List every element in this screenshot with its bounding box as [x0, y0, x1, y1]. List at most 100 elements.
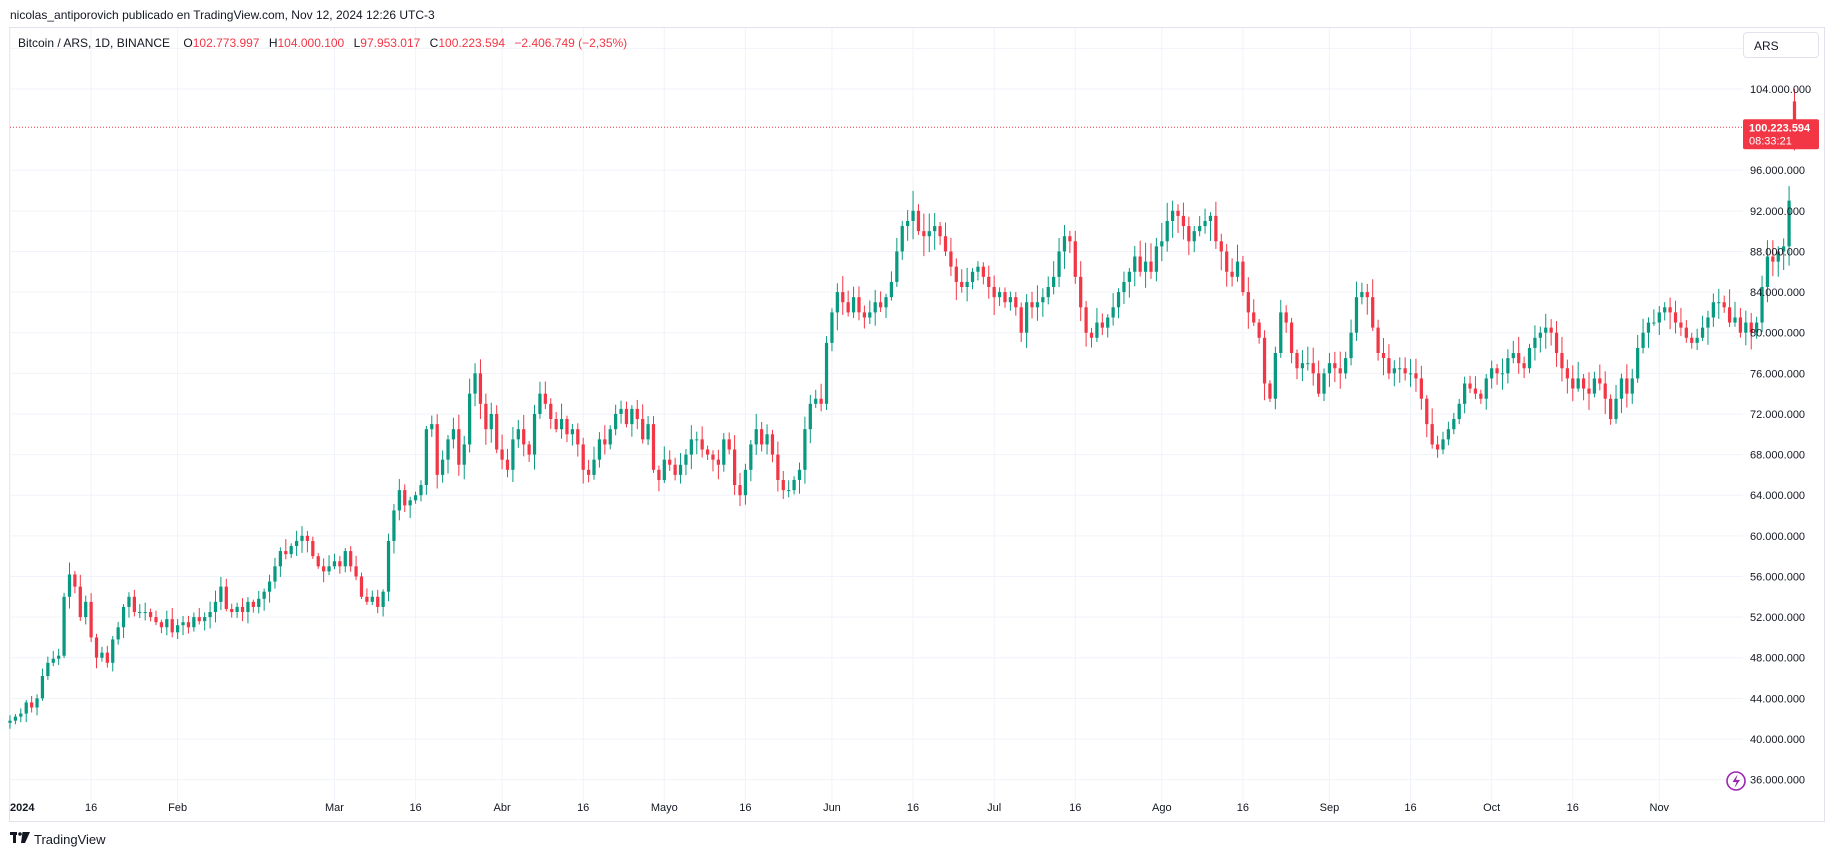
candle-body	[808, 403, 812, 430]
candle-body	[1484, 378, 1488, 399]
candlestick-chart[interactable]: 36.000.000 40.000.000 44.000.000 48.000.000…	[0, 0, 1835, 830]
candle-body	[835, 292, 839, 313]
candle-body	[884, 297, 888, 308]
last-price-badge: 100.223.594 08:33:21	[1743, 119, 1819, 150]
price-tick-label: 68.000.000	[1750, 450, 1805, 462]
candle-body	[1733, 317, 1737, 323]
candle-body	[1668, 307, 1672, 313]
candle-body	[997, 292, 1002, 298]
candle-body	[1149, 261, 1153, 272]
candle-body	[148, 612, 153, 618]
candle-body	[1225, 251, 1229, 272]
candle-body	[478, 373, 483, 404]
candle-body	[1035, 302, 1040, 308]
candle-body	[100, 652, 104, 658]
candle-body	[392, 510, 396, 541]
candle-body	[1782, 246, 1786, 252]
candle-body	[857, 297, 861, 313]
open-value: 102.773.997	[192, 36, 260, 50]
candle-body	[1544, 327, 1548, 333]
open-label: O	[183, 36, 193, 50]
candle-body	[787, 490, 791, 492]
candle-body	[678, 464, 683, 475]
candle-body	[981, 266, 985, 277]
candle-body	[489, 413, 493, 430]
candle-body	[592, 459, 596, 475]
candle-body	[716, 459, 721, 465]
candle-body	[646, 424, 650, 440]
candle-body	[878, 302, 883, 308]
close-value: 100.223.594	[438, 36, 506, 50]
candle-body	[1100, 322, 1104, 328]
candle-body	[35, 698, 39, 708]
candle-body	[403, 490, 407, 506]
candle-body	[365, 596, 369, 602]
candle-body	[1349, 332, 1353, 359]
candle-body	[440, 459, 445, 475]
candle-body	[278, 551, 282, 567]
candle-body	[1024, 302, 1029, 333]
candle-body	[1517, 353, 1521, 364]
price-tick-label: 40.000.000	[1750, 734, 1805, 746]
candle-body	[1630, 378, 1634, 394]
price-tick-label: 48.000.000	[1750, 653, 1805, 665]
candle-body	[1435, 444, 1440, 450]
candle-body	[1392, 368, 1396, 374]
candle-body	[1365, 292, 1369, 298]
candle-body	[727, 439, 731, 450]
candle-body	[46, 662, 50, 677]
candle-body	[1787, 200, 1791, 247]
lightning-icon[interactable]	[1726, 771, 1746, 791]
candle-body	[960, 281, 964, 287]
price-tick-label: 44.000.000	[1750, 693, 1805, 705]
candle-body	[294, 540, 299, 546]
candle-body	[1479, 393, 1483, 399]
candle-body	[1419, 378, 1423, 399]
candle-body	[1403, 368, 1407, 374]
candle-body	[1284, 312, 1288, 323]
candle-body	[219, 586, 223, 602]
last-price-value: 100.223.594	[1749, 122, 1811, 134]
time-tick-label: Jul	[987, 802, 1001, 814]
candle-body	[24, 702, 28, 714]
time-tick-label: 16	[739, 802, 751, 814]
price-tick-label: 56.000.000	[1750, 571, 1805, 583]
candle-body	[1625, 378, 1629, 394]
candle-body	[1571, 378, 1575, 389]
candle-body	[311, 540, 315, 557]
candle-body	[722, 439, 726, 465]
candle-body	[343, 551, 347, 567]
candle-body	[1587, 388, 1591, 394]
currency-button[interactable]: ARS	[1743, 32, 1819, 58]
candle-body	[1792, 101, 1797, 128]
price-tick-label: 76.000.000	[1750, 368, 1805, 380]
candle-body	[1765, 256, 1770, 287]
candle-body	[765, 434, 769, 445]
time-tick-label: 16	[409, 802, 421, 814]
candle-body	[1495, 368, 1499, 374]
candle-body	[1598, 378, 1602, 384]
candle-body	[435, 424, 439, 475]
candle-body	[468, 393, 472, 445]
tradingview-footer[interactable]: TradingView	[10, 832, 106, 847]
candle-body	[1614, 398, 1618, 420]
candle-body	[819, 398, 823, 404]
candle-body	[1538, 332, 1542, 338]
candle-body	[965, 281, 969, 287]
candle-body	[1446, 429, 1451, 440]
candle-body	[516, 429, 520, 440]
candle-body	[554, 419, 558, 430]
candle-body	[300, 535, 304, 541]
candle-body	[1549, 327, 1553, 333]
candle-body	[868, 312, 872, 318]
candle-body	[1776, 251, 1780, 262]
candle-body	[916, 210, 921, 232]
price-tick-label: 84.000.000	[1750, 287, 1805, 299]
candle-body	[1527, 347, 1532, 369]
candle-body	[1560, 353, 1564, 369]
candle-body	[484, 403, 488, 430]
candle-body	[1003, 292, 1007, 303]
candle-body	[943, 236, 948, 252]
candle-body	[386, 540, 391, 592]
candle-body	[570, 429, 575, 435]
